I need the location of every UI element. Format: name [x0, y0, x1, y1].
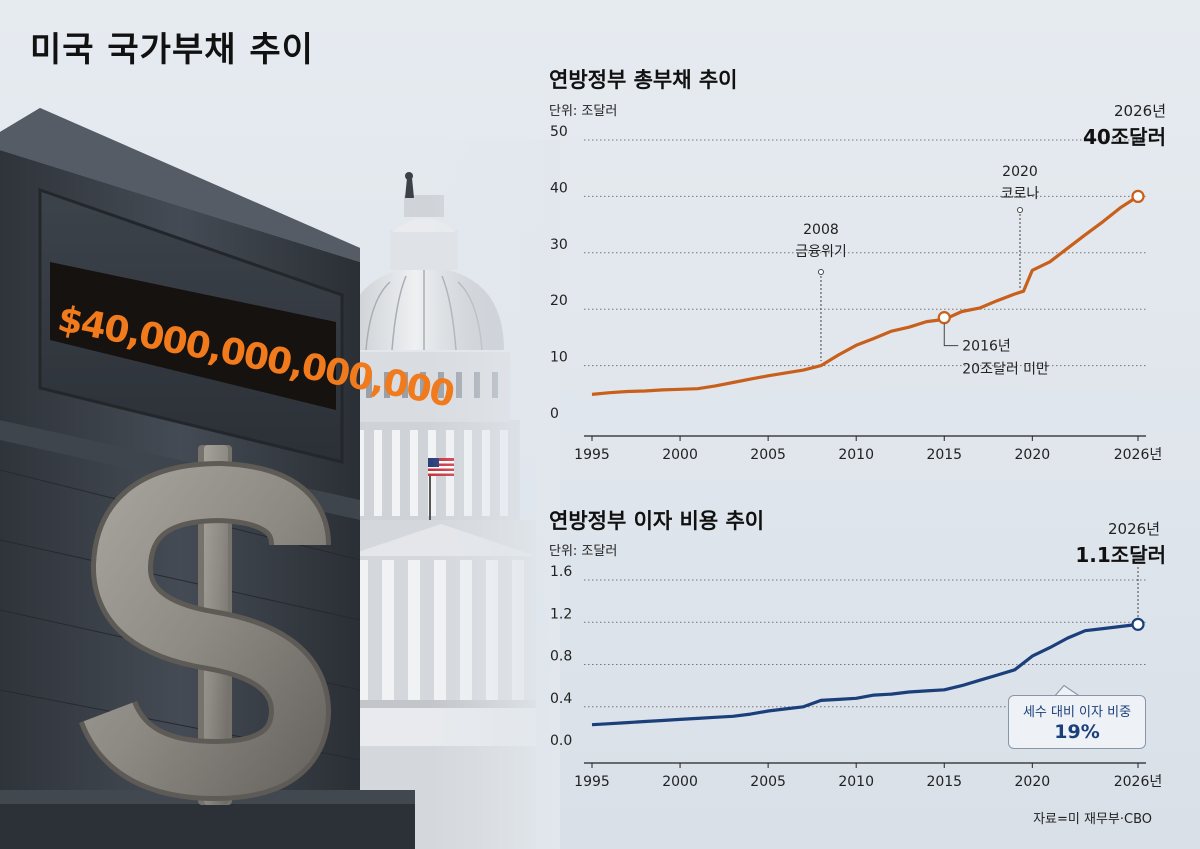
annotation-year-2016: 2016년: [962, 339, 1011, 355]
main-title: 미국 국가부채 추이: [30, 30, 314, 70]
interest-chart-title: 연방정부 이자 비용 추이: [549, 509, 765, 533]
debt-chart-title: 연방정부 총부채 추이: [549, 68, 738, 92]
y-tick-label: 20: [550, 293, 568, 309]
annotation-leader-line: [943, 323, 959, 347]
x-tick-label: 2026년: [1114, 447, 1163, 463]
debt-clock-capitol-illustration: $40,000,000,000,000: [0, 108, 560, 849]
dollar-sign-sculpture: [79, 445, 332, 805]
x-tick-label: 2010: [838, 447, 874, 463]
debt-chart-endpoint-labels: 2026년 40조달러: [1083, 102, 1166, 149]
x-tick-label: 2010: [838, 774, 874, 790]
y-tick-label: 50: [550, 124, 568, 140]
debt-end-year-label: 2026년: [1114, 102, 1166, 120]
interest-chart-unit: 단위: 조달러: [549, 544, 618, 559]
x-tick-label: 2000: [662, 447, 698, 463]
annotation-year-2008: 2008: [803, 222, 839, 238]
interest-ratio-callout: 세수 대비 이자 비중 19%: [1008, 695, 1146, 749]
source-note: 자료=미 재무부·CBO: [1033, 812, 1152, 827]
y-tick-label: 30: [550, 237, 568, 253]
x-tick-label: 2026년: [1114, 774, 1163, 790]
callout-value: 19%: [1054, 721, 1100, 743]
y-tick-label: 1.2: [550, 606, 572, 622]
interest-end-value-label: 1.1조달러: [1075, 543, 1166, 567]
series-line: [591, 622, 1139, 727]
x-tick-label: 2000: [662, 774, 698, 790]
y-tick-label: 10: [550, 350, 568, 366]
interest-line-chart: 0.0 0.4 0.8 1.2 1.6 1995 2000 2005 2010 2015 2020 2…: [550, 564, 1163, 790]
x-tick-label: 2005: [750, 447, 786, 463]
interest-end-year-label: 2026년: [1108, 520, 1160, 538]
end-point-marker: [1131, 617, 1145, 631]
interest-chart-endpoint-labels: 2026년 1.1조달러: [1075, 520, 1166, 567]
callout-label: 세수 대비 이자 비중: [1022, 705, 1132, 720]
x-tick-label: 2005: [750, 774, 786, 790]
annotation-label-financial-crisis: 금융위기: [795, 244, 847, 260]
annotation-year-2020: 2020: [1002, 164, 1038, 180]
annotation-label-under-20t: 20조달러 미만: [962, 362, 1049, 378]
y-tick-label: 40: [550, 180, 568, 196]
y-tick-label: 0.0: [550, 733, 572, 749]
annotation-dot: [1016, 207, 1023, 213]
y-tick-label: 0: [550, 406, 559, 422]
milestone-2016-marker: [937, 311, 951, 325]
debt-chart-unit: 단위: 조달러: [549, 104, 618, 119]
y-tick-label: 0.8: [550, 649, 572, 665]
x-tick-label: 2020: [1015, 774, 1051, 790]
x-tick-label: 2015: [926, 774, 962, 790]
y-tick-label: 0.4: [550, 691, 572, 707]
x-tick-label: 1995: [574, 774, 610, 790]
debt-end-value-label: 40조달러: [1083, 125, 1166, 149]
annotation-dot: [817, 269, 824, 275]
x-tick-label: 2015: [926, 447, 962, 463]
x-tick-label: 1995: [574, 447, 610, 463]
y-tick-label: 1.6: [550, 564, 572, 580]
annotation-label-covid: 코로나: [1001, 186, 1040, 202]
debt-line-chart: 0 10 20 30 40 50 1995 2000 2005 2010 2015 2020 2026년…: [550, 124, 1163, 463]
end-point-marker: [1131, 189, 1145, 204]
series-line: [591, 195, 1139, 396]
x-tick-label: 2020: [1015, 447, 1051, 463]
